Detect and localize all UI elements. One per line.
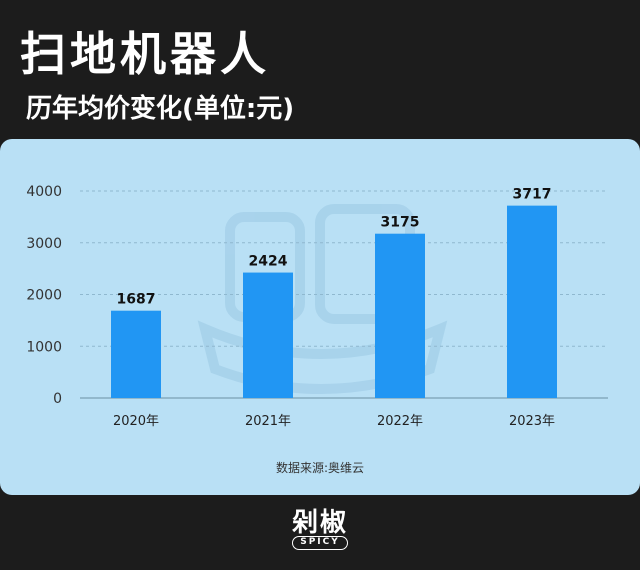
y-tick-label: 4000: [26, 184, 62, 200]
bar-2023年: [507, 205, 557, 398]
source-note: 数据来源:奥维云: [275, 461, 365, 475]
bar-chart: 0 1000 2000 3000 4000 1687 2020年 2424 2021年 3175 2…: [26, 184, 608, 429]
x-tick-label: 2023年: [509, 414, 555, 429]
data-label: 1687: [117, 292, 156, 308]
bar-2021年: [243, 272, 293, 398]
x-tick-label: 2020年: [113, 414, 159, 429]
bar-2022年: [375, 233, 425, 398]
bar-2020年: [111, 310, 161, 398]
data-label: 3717: [513, 187, 552, 203]
chart-card: 0 1000 2000 3000 4000 1687 2020年 2424 2021年 3175 2…: [0, 139, 640, 495]
brand-logo: 剁椒 SPICY: [274, 502, 366, 556]
data-label: 3175: [381, 215, 420, 231]
y-tick-label: 3000: [26, 236, 62, 252]
y-tick-label: 2000: [26, 288, 62, 304]
page-title: 扫地机器人: [20, 27, 270, 81]
x-tick-label: 2021年: [245, 414, 291, 429]
data-label: 2424: [249, 254, 288, 270]
y-tick-label: 0: [53, 391, 62, 407]
x-tick-label: 2022年: [377, 414, 423, 429]
brand-name-cn: 剁椒: [291, 508, 348, 538]
page-subtitle: 历年均价变化(单位:元): [26, 94, 295, 124]
y-tick-label: 1000: [26, 339, 62, 355]
brand-name-en: SPICY: [292, 536, 348, 550]
